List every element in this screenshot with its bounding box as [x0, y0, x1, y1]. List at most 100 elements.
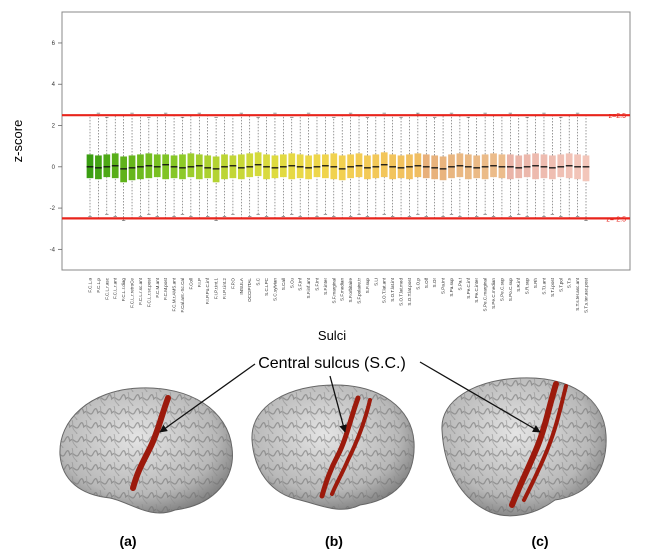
- box: [229, 155, 237, 179]
- x-tick-label: S.Rh: [533, 278, 538, 289]
- y-axis-label: z-score: [10, 120, 25, 163]
- box: [162, 154, 170, 180]
- y-tick-label: -4: [50, 247, 56, 253]
- box: [582, 155, 590, 182]
- x-tick-label: F.I.P.r.int.2: [222, 278, 227, 300]
- panel-label: (b): [325, 533, 343, 549]
- x-tick-label: F.C.L.r.sc.ant: [138, 277, 143, 305]
- x-tick-label: S.O.T.lat.med: [399, 278, 404, 306]
- x-tick-label: OCCIPITAL: [247, 278, 252, 302]
- x-tick-label: F.C.L.r.asc: [104, 277, 109, 299]
- annotation-arrow: [159, 363, 256, 433]
- box: [195, 154, 203, 180]
- x-tick-label: F.I.P.r.int.1: [214, 278, 219, 300]
- x-tick-label: S.T.i.post: [550, 277, 555, 297]
- brain-c: [441, 377, 607, 517]
- plot-frame: [61, 11, 631, 271]
- x-tick-label: F.I.P: [197, 278, 202, 287]
- x-tick-label: S.F.marginal: [331, 278, 336, 304]
- panel-label: (a): [119, 533, 136, 549]
- x-tick-label: S.F.orbitaire: [348, 278, 353, 303]
- x-tick-label: F.C.M.ant: [155, 277, 160, 297]
- x-tick-label: F.I.P.Po.C.inf: [205, 277, 210, 304]
- x-tick-label: S.Pe.C.median: [491, 278, 496, 309]
- threshold-label: z=2.5: [609, 113, 626, 120]
- y-tick-label: 0: [52, 165, 56, 171]
- box: [397, 155, 405, 179]
- x-tick-label: S.R.inf: [516, 277, 521, 292]
- box: [523, 154, 531, 178]
- panel-label: (c): [531, 533, 548, 549]
- x-tick-label: S.Olf: [424, 277, 429, 288]
- box: [557, 154, 565, 178]
- threshold-label: z=-2.5: [606, 216, 626, 223]
- x-tick-label: S.F.inter: [323, 278, 328, 295]
- x-tick-label: S.F.inf: [298, 277, 303, 290]
- x-tick-label: S.F.inf.ant: [306, 277, 311, 298]
- plot-area: -4 -2 0 2 4 6 F.C.L.a F.C.L.p F.C.L.r.asc F.C.L.r…: [50, 41, 630, 313]
- box: [246, 153, 254, 178]
- x-tick-label: S.Pa.t: [457, 277, 462, 290]
- box: [153, 154, 161, 178]
- annotation-arrow: [419, 361, 541, 433]
- x-tick-label: F.Cal.ant.-Sc.Cal: [180, 278, 185, 312]
- x-tick-label: S.Pe.C.inter: [474, 278, 479, 303]
- x-tick-label: S.Call: [281, 278, 286, 290]
- x-tick-label: S.Cu: [289, 278, 294, 289]
- x-tick-label: S.T.s.ter.asc.post: [584, 277, 589, 313]
- box: [313, 154, 321, 178]
- x-tick-label: S.F.int: [314, 277, 319, 290]
- x-tick-label: S.C.sylvian: [272, 278, 277, 301]
- box: [237, 154, 245, 180]
- x-tick-label: F.C.L.r.sc.post: [146, 277, 151, 307]
- x-tick-label: F.C.L.a: [88, 278, 93, 293]
- x-tick-label: S.O.p: [415, 278, 420, 290]
- y-tick-label: -2: [50, 206, 56, 212]
- x-tick-label: F.C.M.post: [163, 277, 168, 300]
- x-tick-label: F.P.O: [230, 278, 235, 289]
- y-tick-label: 4: [52, 82, 56, 88]
- x-tick-label: S.Pe.C.sup: [499, 278, 504, 302]
- x-tick-label: S.O.T.lat.post: [407, 277, 412, 305]
- box: [179, 154, 186, 180]
- x-tick-label: F.Coll: [188, 278, 193, 290]
- x-tick-label: S.Pe.C.inf: [466, 277, 471, 298]
- x-tick-label: S.F.polaire.tr: [357, 278, 362, 304]
- box: [515, 155, 523, 179]
- x-tick-label: S.T.i.ant: [541, 277, 546, 294]
- x-tick-label: S.Pa.int: [441, 277, 446, 294]
- x-tick-label: S.C.LPC: [264, 277, 269, 296]
- x-tick-label: F.C.L.r.ant: [113, 277, 118, 299]
- y-tick-label: 2: [52, 124, 56, 130]
- box: [103, 154, 111, 178]
- x-tick-label: S.T.s: [567, 277, 572, 288]
- x-tick-label: S.R.sup: [525, 278, 530, 295]
- box: [338, 155, 346, 181]
- x-axis-label: Sulci: [318, 328, 346, 343]
- box: [473, 155, 481, 179]
- x-tick-label: F.C.L.r.diag: [121, 278, 126, 302]
- x-tick-label: S.Pe.C.marginal: [483, 278, 488, 311]
- brain-b: [251, 384, 415, 510]
- box: [271, 155, 279, 179]
- x-tick-label: F.C.L.p: [96, 278, 101, 293]
- x-tick-label: S.T.s.ter.asc.ant: [575, 277, 580, 310]
- x-tick-label: S.F.median: [340, 278, 345, 301]
- x-tick-label: S.Pa.sup: [449, 278, 454, 297]
- annotation: Central sulcus (S.C.): [258, 355, 406, 372]
- x-tick-label: F.C.M.r.AMS.ant: [172, 277, 177, 311]
- x-tick-label: S.Li: [373, 278, 378, 286]
- brain-a: [59, 387, 233, 514]
- x-tick-label: S.C: [256, 277, 261, 285]
- x-tick-label: S.O.T.lat.int: [390, 277, 395, 301]
- x-tick-label: S.Po.C.sup: [508, 278, 513, 302]
- box: [204, 155, 212, 179]
- x-tick-label: S.T.pol: [558, 278, 563, 292]
- annotation-arrow: [329, 375, 347, 433]
- x-tick-label: S.Or: [432, 278, 437, 288]
- x-tick-label: S.O.T.lat.ant: [382, 277, 387, 303]
- x-tick-label: S.F.sup: [365, 278, 370, 294]
- x-tick-label: INSULA: [239, 277, 244, 295]
